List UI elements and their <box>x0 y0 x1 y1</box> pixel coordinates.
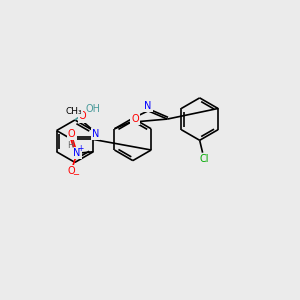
Text: O: O <box>79 111 86 122</box>
Text: N: N <box>92 129 99 139</box>
Text: N: N <box>74 148 81 158</box>
Text: OH: OH <box>85 104 100 114</box>
Text: CH₃: CH₃ <box>65 106 82 116</box>
Text: −: − <box>72 170 80 179</box>
Text: N: N <box>144 100 152 110</box>
Text: Cl: Cl <box>199 154 209 164</box>
Text: +: + <box>77 144 83 153</box>
Text: O: O <box>68 167 76 176</box>
Text: H: H <box>67 141 74 150</box>
Text: O: O <box>131 114 139 124</box>
Text: O: O <box>68 129 76 139</box>
